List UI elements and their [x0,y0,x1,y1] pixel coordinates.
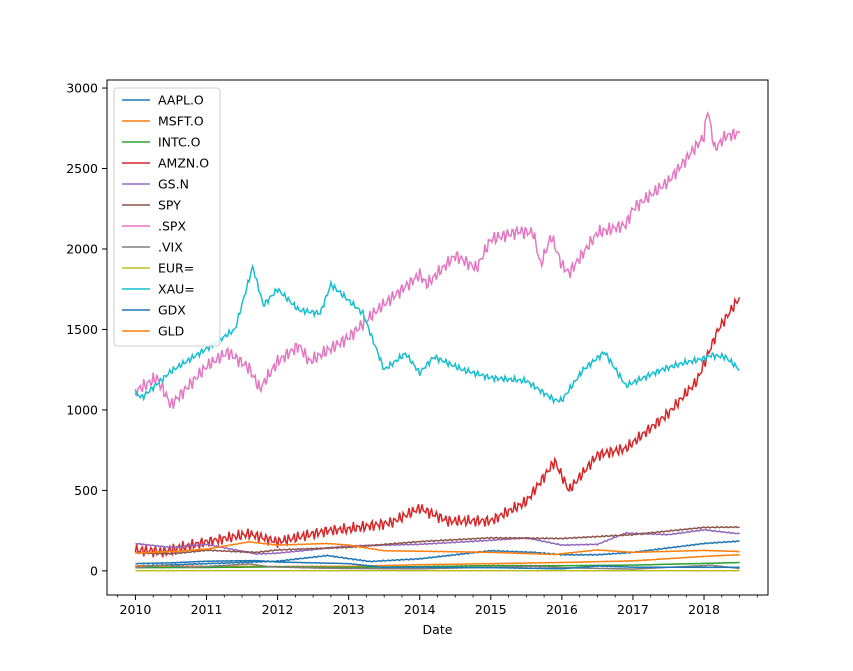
y-tick-label: 0 [90,563,98,578]
legend-label: EUR= [158,261,194,276]
series-line-aapl-o [135,541,739,567]
legend-label: SPY [158,198,181,213]
x-tick-label: 2013 [333,602,365,617]
legend-label: GDX [158,303,186,318]
legend: AAPL.O MSFT.O INTC.O AMZN.O GS.N SPY .SPX .VIX E… [114,88,220,346]
x-tick-label: 2018 [688,602,720,617]
y-axis: 0 500 1000 1500 2000 2500 3000 [66,81,107,579]
x-tick-label: 2017 [617,602,649,617]
legend-label: GS.N [158,177,189,192]
legend-label: MSFT.O [158,114,204,129]
series-line-spx [135,113,739,409]
x-tick-label: 2012 [262,602,294,617]
legend-label: INTC.O [158,135,201,150]
y-tick-label: 500 [74,483,98,498]
legend-label: AAPL.O [158,93,204,108]
series-line-xau [135,266,739,402]
legend-label: GLD [158,324,184,339]
legend-label: .VIX [158,240,183,255]
y-tick-label: 1000 [66,402,98,417]
y-tick-label: 2000 [66,241,98,256]
x-tick-label: 2015 [475,602,507,617]
x-tick-label: 2016 [546,602,578,617]
y-tick-label: 3000 [66,81,98,96]
legend-label: XAU= [158,282,195,297]
x-tick-label: 2010 [120,602,152,617]
x-axis: 2010 2011 2012 2013 2014 2015 2016 2017 2018 [118,595,758,617]
y-tick-label: 1500 [66,322,98,337]
series-layer [135,113,739,571]
x-axis-label: Date [423,622,453,637]
x-tick-label: 2014 [404,602,436,617]
y-tick-label: 2500 [66,161,98,176]
x-tick-label: 2011 [191,602,223,617]
legend-label: .SPX [158,219,186,234]
legend-label: AMZN.O [158,156,209,171]
